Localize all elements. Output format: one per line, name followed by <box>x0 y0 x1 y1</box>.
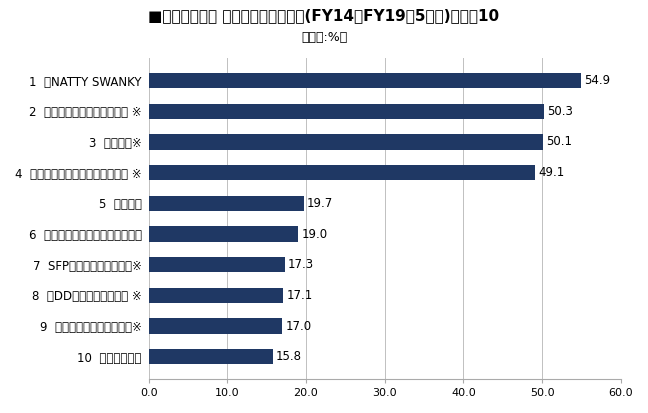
Bar <box>148 226 298 242</box>
Bar <box>148 257 284 272</box>
Text: 54.9: 54.9 <box>584 74 610 87</box>
Bar <box>148 288 283 303</box>
Bar <box>148 318 283 334</box>
Bar <box>148 165 535 180</box>
Text: 17.0: 17.0 <box>286 320 312 332</box>
Text: 17.3: 17.3 <box>288 258 314 271</box>
Bar <box>148 196 303 211</box>
Text: 15.8: 15.8 <box>276 350 302 363</box>
Bar <box>148 73 581 88</box>
Text: 50.3: 50.3 <box>548 105 573 118</box>
Text: ■外食上場企業 年平均売上高伸び率(FY14～FY19・5ヶ年)ベスト10: ■外食上場企業 年平均売上高伸び率(FY14～FY19・5ヶ年)ベスト10 <box>148 8 500 23</box>
Bar <box>148 349 273 364</box>
Bar <box>148 134 543 150</box>
Text: 19.0: 19.0 <box>301 228 327 240</box>
Text: 50.1: 50.1 <box>546 135 572 148</box>
Bar <box>148 104 544 119</box>
Text: 17.1: 17.1 <box>286 289 312 302</box>
Text: 19.7: 19.7 <box>307 197 333 210</box>
Text: 49.1: 49.1 <box>538 166 564 179</box>
Text: （単位:%）: （単位:%） <box>301 31 347 44</box>
